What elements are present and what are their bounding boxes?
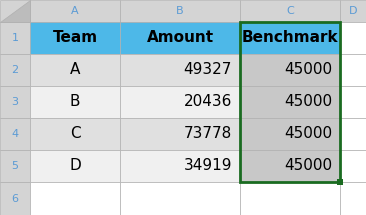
Text: 6: 6	[11, 194, 19, 204]
Text: B: B	[70, 95, 80, 109]
Text: 45000: 45000	[284, 63, 332, 77]
Polygon shape	[0, 0, 30, 22]
Bar	[240, 0, 340, 22]
Text: 45000: 45000	[284, 95, 332, 109]
Bar	[30, 86, 120, 118]
Text: 73778: 73778	[184, 126, 232, 141]
Text: Benchmark: Benchmark	[242, 31, 338, 46]
Bar	[120, 22, 240, 54]
Bar	[340, 22, 366, 54]
Bar	[120, 118, 240, 150]
Bar	[120, 182, 240, 215]
Bar	[340, 54, 366, 86]
Bar	[240, 86, 340, 118]
Text: 45000: 45000	[284, 126, 332, 141]
Text: 2: 2	[11, 65, 19, 75]
Bar	[340, 118, 366, 150]
Text: 5: 5	[11, 161, 19, 171]
Bar	[240, 22, 340, 182]
Bar	[120, 86, 240, 118]
Bar	[240, 150, 340, 182]
Text: A: A	[71, 6, 79, 16]
Text: D: D	[349, 6, 357, 16]
Bar	[30, 0, 120, 22]
Text: 45000: 45000	[284, 158, 332, 174]
Bar	[30, 22, 120, 54]
Bar	[0, 150, 30, 182]
Bar	[240, 182, 340, 215]
Bar	[340, 0, 366, 22]
Bar	[0, 54, 30, 86]
Text: B: B	[176, 6, 184, 16]
Bar	[120, 0, 240, 22]
Text: 4: 4	[11, 129, 19, 139]
Text: C: C	[70, 126, 80, 141]
Bar	[240, 22, 340, 54]
Bar	[340, 86, 366, 118]
Bar	[340, 150, 366, 182]
Text: 3: 3	[11, 97, 19, 107]
Text: 20436: 20436	[184, 95, 232, 109]
Bar	[30, 54, 120, 86]
Bar	[0, 182, 30, 215]
Bar	[240, 118, 340, 150]
Text: D: D	[69, 158, 81, 174]
Bar	[120, 150, 240, 182]
Bar	[30, 182, 120, 215]
Bar	[30, 118, 120, 150]
Bar	[0, 0, 30, 22]
Bar	[0, 22, 30, 54]
Text: 1: 1	[11, 33, 19, 43]
Bar	[0, 86, 30, 118]
Text: A: A	[70, 63, 80, 77]
Bar	[120, 54, 240, 86]
Bar	[240, 54, 340, 86]
Bar	[340, 182, 366, 215]
Bar	[0, 118, 30, 150]
Text: Team: Team	[52, 31, 98, 46]
Text: C: C	[286, 6, 294, 16]
Text: 49327: 49327	[184, 63, 232, 77]
Bar	[30, 150, 120, 182]
Text: Amount: Amount	[146, 31, 214, 46]
Text: 34919: 34919	[183, 158, 232, 174]
Bar	[337, 179, 343, 185]
